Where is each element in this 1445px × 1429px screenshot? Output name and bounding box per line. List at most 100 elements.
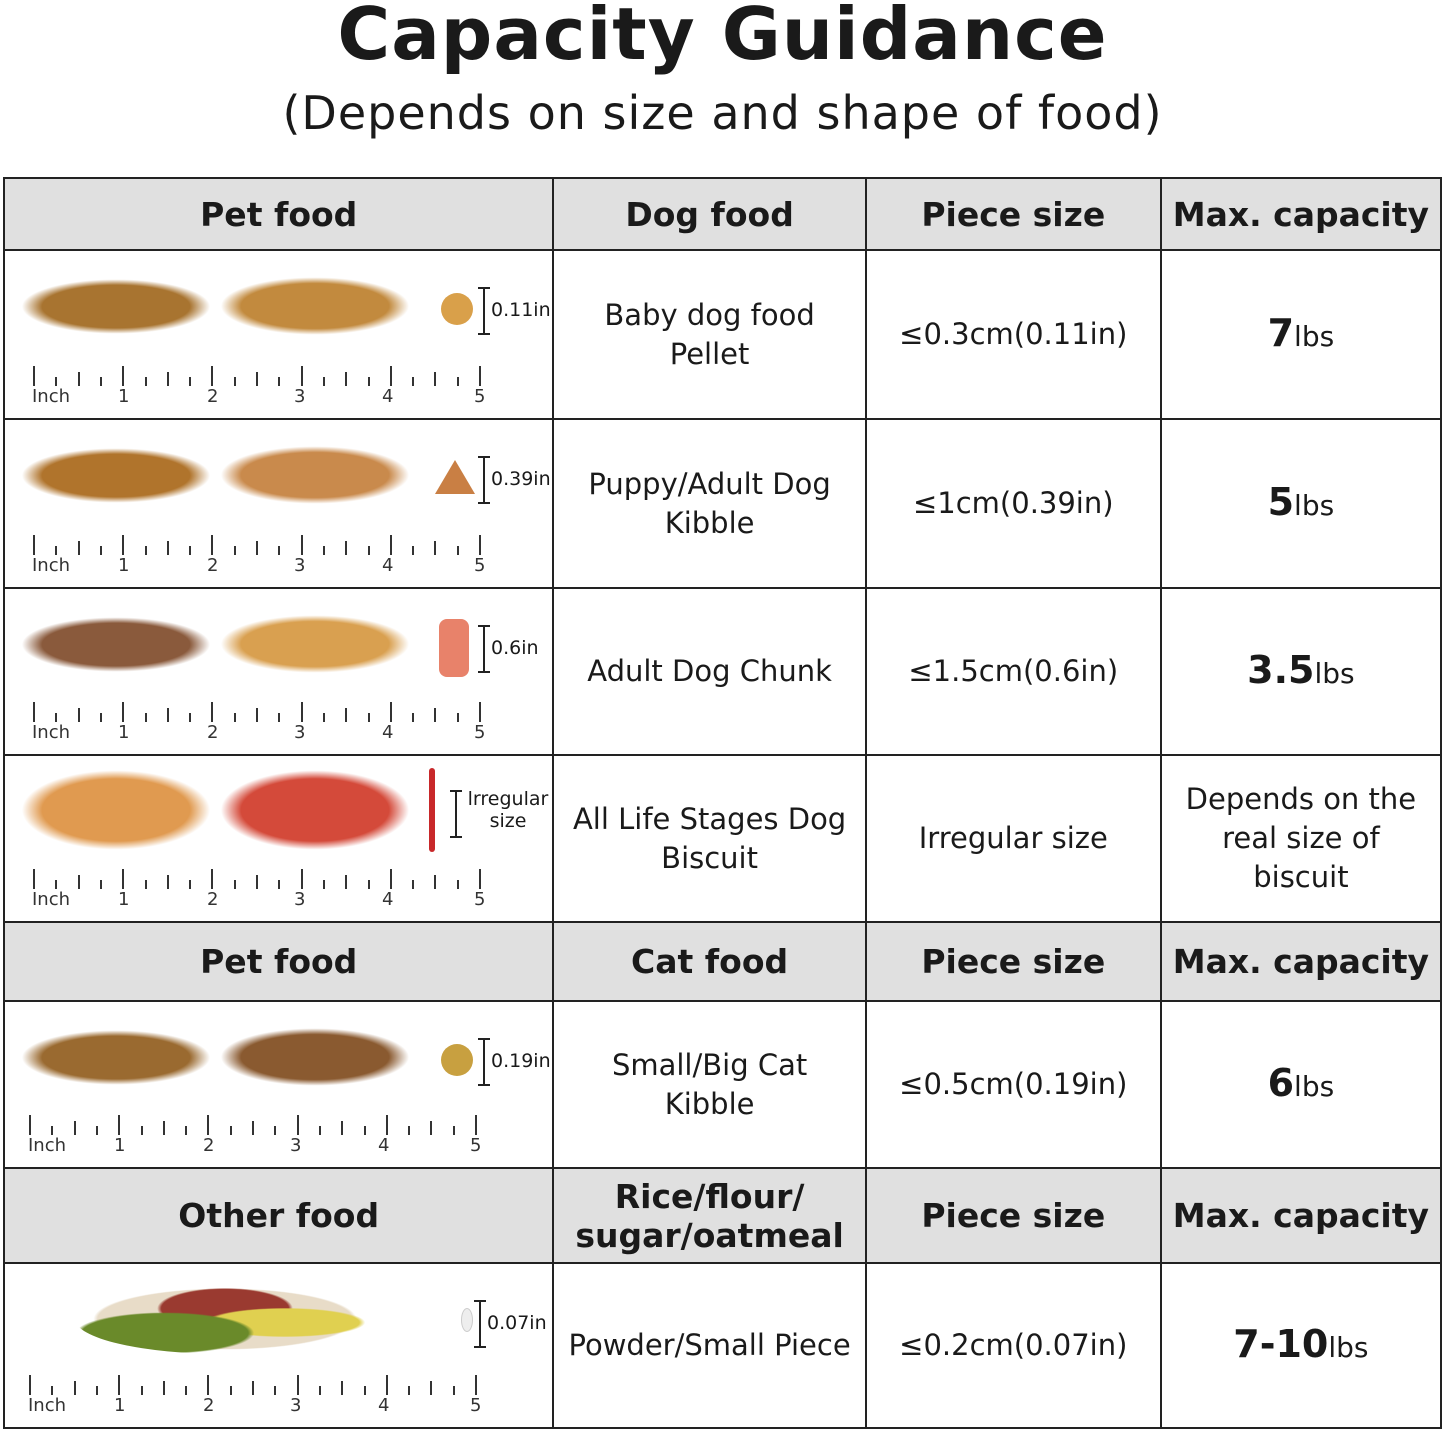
- ruler-tick: [345, 708, 348, 722]
- ruler-tick: [475, 1115, 477, 1135]
- food-image-cell: 0.6in Inch 1 2 3 4 5: [2, 587, 555, 756]
- ruler-tick: [278, 377, 281, 386]
- food-image-cell: 0.11in Inch 1 2 3 4 5: [2, 249, 555, 420]
- ruler-tick: [296, 1375, 299, 1395]
- ruler-number: 2: [203, 1395, 215, 1416]
- ruler-tick: [318, 1386, 321, 1395]
- inch-ruler: [33, 702, 483, 722]
- ruler-tick: [162, 1381, 165, 1395]
- ruler-tick: [322, 377, 325, 386]
- food-type-cell: Baby dog food Pellet: [552, 249, 867, 420]
- capacity-unit: lbs: [1294, 488, 1335, 522]
- ruler-number: 1: [118, 889, 130, 910]
- ruler-number: 4: [378, 1395, 390, 1416]
- ruler-tick: [207, 1375, 210, 1395]
- ruler-tick: [345, 875, 348, 889]
- ruler-tick: [278, 880, 281, 889]
- ruler-tick: [300, 702, 303, 722]
- ruler-tick: [363, 1126, 366, 1135]
- ruler-tick: [345, 541, 348, 555]
- ruler-tick: [51, 1126, 54, 1135]
- grain-piece-icon: [461, 1308, 473, 1332]
- ruler-number: 5: [474, 722, 486, 743]
- ruler-number: 1: [118, 555, 130, 576]
- food-type-cell: All Life Stages Dog Biscuit: [552, 754, 867, 923]
- column-header: Max. capacity: [1159, 921, 1443, 1002]
- size-indicator-bar: [474, 1300, 486, 1348]
- capacity-value: 7: [1267, 310, 1295, 355]
- ruler-tick: [233, 880, 236, 889]
- ruler-tick: [479, 366, 481, 386]
- ruler-tick: [166, 875, 169, 889]
- size-indicator-bar: [450, 790, 462, 838]
- ruler-number: 2: [207, 722, 219, 743]
- food-piece-icon: [441, 293, 473, 325]
- ruler-tick: [479, 535, 481, 555]
- ruler-number: 5: [470, 1135, 482, 1156]
- ruler-tick: [434, 541, 437, 555]
- ruler-tick: [33, 535, 35, 555]
- ruler-number: 5: [474, 386, 486, 407]
- capacity-value: 5: [1267, 479, 1295, 524]
- ruler-tick: [189, 546, 192, 555]
- food-pile-image: [75, 1284, 375, 1354]
- ruler-tick: [385, 1115, 388, 1135]
- column-header: Pet food: [2, 921, 555, 1002]
- food-pile-image: [21, 448, 211, 503]
- ruler-number: 3: [294, 722, 306, 743]
- column-header: Piece size: [864, 1167, 1162, 1264]
- ruler-tick: [456, 713, 459, 722]
- ruler-tick: [140, 1126, 143, 1135]
- ruler-tick: [274, 1386, 277, 1395]
- inch-ruler: [29, 1115, 479, 1135]
- ruler-tick: [55, 880, 58, 889]
- piece-size-cell: ≤1cm(0.39in): [864, 418, 1162, 589]
- ruler-tick: [300, 366, 303, 386]
- ruler-tick: [341, 1381, 344, 1395]
- size-label: 0.6in: [491, 637, 539, 659]
- ruler-tick: [211, 535, 214, 555]
- ruler-number: 4: [382, 722, 394, 743]
- capacity-value: 7-10: [1233, 1321, 1329, 1366]
- ruler-tick: [367, 713, 370, 722]
- column-header: Pet food: [2, 177, 555, 251]
- ruler-tick: [229, 1386, 232, 1395]
- size-label: lrregular size: [467, 788, 549, 832]
- size-indicator-bar: [478, 456, 490, 504]
- ruler-tick: [389, 702, 392, 722]
- ruler-tick: [252, 1381, 254, 1395]
- size-label: 0.07in: [487, 1312, 547, 1334]
- food-pile-image: [21, 1030, 211, 1085]
- max-capacity-cell: 6lbs: [1159, 1000, 1443, 1169]
- ruler-tick: [412, 713, 415, 722]
- ruler-tick: [118, 1115, 121, 1135]
- ruler-tick: [189, 713, 192, 722]
- ruler-tick: [408, 1126, 411, 1135]
- ruler-unit-label: Inch: [32, 722, 71, 743]
- ruler-tick: [322, 880, 325, 889]
- ruler-tick: [256, 875, 258, 889]
- ruler-tick: [452, 1126, 455, 1135]
- table-row: 0.19in Inch 1 2 3 4 5 Small/Big Cat Kibble ≤0.…: [2, 1000, 1443, 1169]
- ruler-tick: [122, 702, 125, 722]
- ruler-tick: [99, 546, 102, 555]
- ruler-tick: [363, 1386, 366, 1395]
- treat-stick-icon: [429, 768, 435, 852]
- ruler-tick: [211, 869, 214, 889]
- ruler-tick: [207, 1115, 210, 1135]
- ruler-tick: [367, 880, 370, 889]
- capacity-unit: lbs: [1328, 1330, 1369, 1364]
- size-label: 0.19in: [491, 1050, 551, 1072]
- ruler-tick: [256, 372, 258, 386]
- ruler-tick: [140, 1386, 143, 1395]
- ruler-tick: [99, 713, 102, 722]
- food-pile-image: [220, 770, 410, 850]
- ruler-tick: [389, 535, 392, 555]
- ruler-tick: [256, 708, 258, 722]
- food-pile-image: [220, 277, 410, 335]
- ruler-tick: [278, 546, 281, 555]
- ruler-tick: [211, 366, 214, 386]
- food-type-cell: Powder/Small Piece: [552, 1262, 867, 1429]
- ruler-tick: [452, 1386, 455, 1395]
- ruler-tick: [341, 1121, 344, 1135]
